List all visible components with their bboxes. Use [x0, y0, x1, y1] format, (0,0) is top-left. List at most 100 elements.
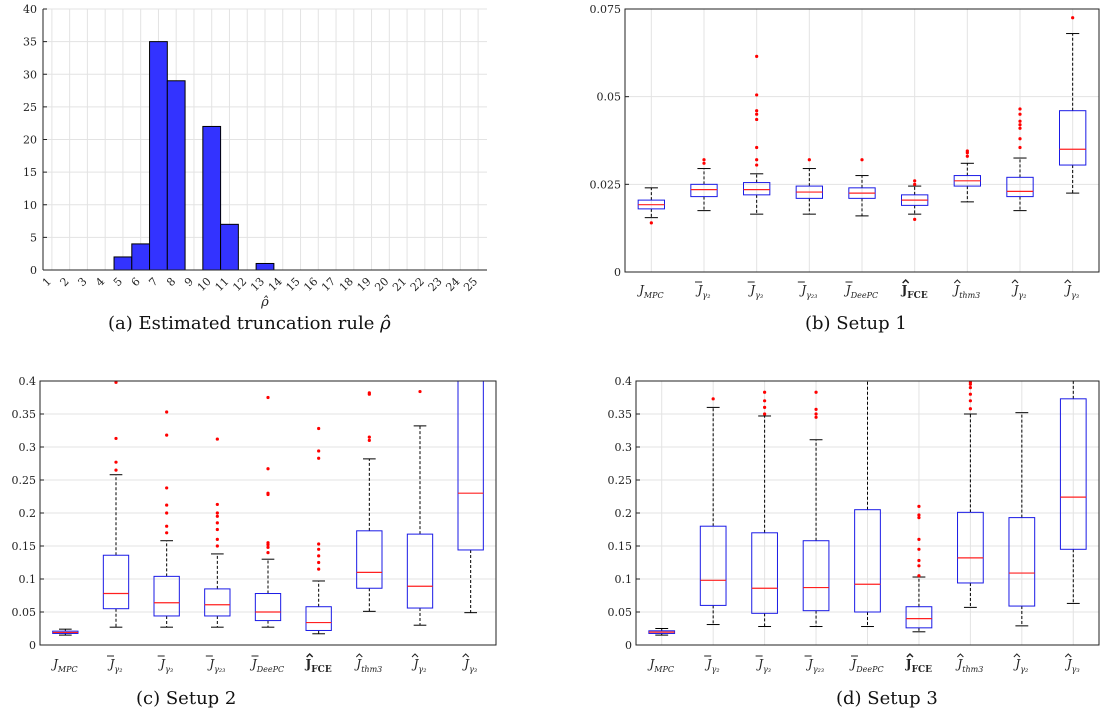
- outlier-point: [755, 93, 759, 97]
- outlier-point: [917, 504, 921, 508]
- outlier-point: [917, 537, 921, 541]
- x-tick-label: Jγ₃: [461, 653, 477, 674]
- x-tick-symbol: J: [755, 657, 764, 671]
- x-tick-subscript: DeePC: [850, 291, 878, 300]
- outlier-point: [755, 145, 759, 150]
- hat-accent: [957, 653, 964, 658]
- x-tick-label-text: Jγ₃: [747, 283, 763, 300]
- x-tick-label: 5: [111, 275, 125, 289]
- x-tick-label: JDeePC: [843, 281, 878, 300]
- x-tick-label-text: Jγ₂: [107, 657, 123, 674]
- outlier-point: [702, 158, 706, 162]
- x-tick-label: 12: [230, 275, 249, 294]
- outlier-point: [266, 395, 270, 400]
- outlier-point: [266, 545, 270, 549]
- x-tick-subscript: γ₂₃: [806, 291, 817, 300]
- x-tick-label-text: Jγ₃: [1063, 283, 1079, 300]
- x-tick-symbol: J: [461, 657, 470, 671]
- box: [1059, 398, 1087, 550]
- y-tick-label: 0.4: [19, 375, 37, 388]
- y-tick-label: 0.1: [615, 573, 633, 586]
- y-tick-label: 0.05: [597, 91, 622, 104]
- outlier-point: [317, 567, 321, 571]
- y-tick-label: 0.2: [19, 507, 37, 520]
- x-tick-label-text: Jγ₂: [1011, 283, 1027, 300]
- outlier-point: [1018, 126, 1022, 130]
- x-tick-symbol: J: [157, 657, 166, 671]
- panel-setup-2: 0 0.05 0.1 0.15 0.2 0.25 0.3 0.35 0.4 JMPC Jγ₂ Jγ₃ J…: [0, 365, 555, 719]
- outlier-point: [965, 149, 969, 153]
- x-tick-subscript: γ₂: [702, 291, 710, 300]
- x-tick-label: Jγ₂₃: [205, 655, 225, 674]
- histogram-bar: [113, 256, 133, 271]
- outlier-point: [317, 547, 321, 551]
- outlier-point: [367, 391, 371, 395]
- plot-frame: [624, 8, 1100, 273]
- x-tick-symbol: J: [905, 657, 912, 671]
- x-tick-symbol: J: [954, 657, 963, 671]
- x-tick-subscript: DeePC: [855, 665, 883, 674]
- x-tick-label-text: JDeePC: [848, 657, 883, 674]
- outlier-point: [968, 407, 972, 411]
- outlier-point: [317, 554, 321, 558]
- outlier-point: [317, 560, 321, 565]
- outlier-point: [763, 399, 767, 403]
- x-tick-subscript: MPC: [643, 291, 664, 300]
- x-tick-subscript: γ₃: [469, 665, 477, 674]
- histogram-bar: [220, 223, 239, 271]
- x-tick-symbol: J: [843, 283, 852, 297]
- y-tick-label: 20: [23, 134, 37, 147]
- x-tick-label-text: Jγ₂: [695, 283, 711, 300]
- caption-c: (c) Setup 2: [136, 688, 237, 709]
- outlier-point: [1071, 16, 1075, 20]
- x-tick-label: JDeePC: [848, 655, 884, 674]
- x-tick-label: 3: [75, 275, 89, 289]
- y-tick-label: 15: [23, 166, 37, 179]
- x-tick-subscript: γ₂: [418, 665, 426, 674]
- outlier-point: [755, 163, 759, 167]
- outlier-point: [968, 392, 972, 396]
- y-tick-label: 0: [614, 266, 621, 279]
- x-tick-label-text: JFCE: [905, 657, 932, 675]
- x-tick-symbol: J: [704, 657, 713, 671]
- x-tick-label: 9: [182, 275, 196, 289]
- outlier-point: [917, 564, 921, 568]
- x-tick-subscript: γ₂: [1020, 665, 1028, 674]
- x-tick-subscript: γ₃: [1072, 665, 1080, 674]
- outlier-point: [1018, 145, 1022, 150]
- x-tick-label: 20: [372, 275, 391, 294]
- y-tick-label: 0: [625, 639, 632, 652]
- outlier-point: [755, 54, 759, 58]
- outlier-point: [1018, 112, 1022, 116]
- outlier-point: [1018, 107, 1022, 111]
- box: [1006, 176, 1034, 198]
- x-tick-label: 1: [40, 275, 54, 289]
- x-tick-symbol: J: [798, 283, 807, 297]
- box: [102, 554, 130, 610]
- x-tick-symbol: J: [1011, 283, 1020, 297]
- box: [457, 380, 484, 551]
- outlier-point: [814, 412, 818, 416]
- outlier-point: [317, 542, 321, 546]
- hat-accent: [1064, 279, 1072, 284]
- x-tick-label: 2: [58, 275, 72, 289]
- y-tick-label: 0.25: [608, 474, 633, 487]
- y-tick-label: 0.3: [615, 441, 633, 454]
- box: [751, 532, 778, 614]
- y-tick-label: 0.05: [608, 606, 633, 619]
- x-tick-label-text: Jγ₃: [461, 657, 477, 674]
- box: [802, 540, 830, 612]
- x-tick-symbol: J: [805, 657, 814, 671]
- hat-accent: [355, 653, 363, 658]
- x-tick-subscript: γ₂: [712, 665, 720, 674]
- outlier-point: [266, 541, 270, 545]
- x-tick-label-text: Jγ₂: [704, 657, 720, 674]
- outlier-point: [165, 410, 169, 414]
- box: [690, 183, 718, 198]
- x-tick-symbol: J: [951, 283, 960, 297]
- box: [153, 575, 180, 617]
- box: [854, 509, 881, 613]
- hat-accent: [902, 278, 910, 284]
